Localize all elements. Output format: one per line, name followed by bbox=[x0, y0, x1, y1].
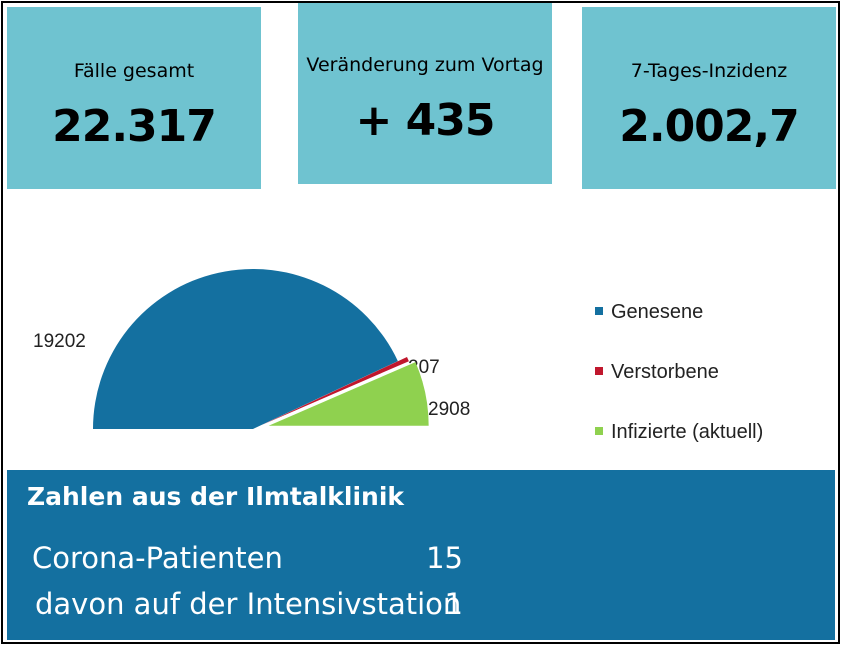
row-value: 15 bbox=[426, 541, 463, 575]
pie-data-label: 19202 bbox=[33, 331, 86, 352]
legend-label: Genesene bbox=[611, 301, 703, 323]
legend-swatch bbox=[595, 427, 603, 435]
legend-swatch bbox=[595, 307, 603, 315]
pie-slice-infizierte-aktuell bbox=[268, 362, 429, 426]
legend-swatch bbox=[595, 367, 603, 375]
tile-label: Fälle gesamt bbox=[73, 60, 195, 82]
tile-value: 22.317 bbox=[52, 101, 217, 152]
pie-data-label: 2908 bbox=[428, 399, 470, 420]
legend-label: Verstorbene bbox=[611, 361, 719, 383]
tile-value: 2.002,7 bbox=[619, 101, 800, 152]
row-label: Corona-Patienten bbox=[32, 541, 283, 575]
row-label: davon auf der Intensivstation bbox=[35, 587, 462, 621]
klinik-panel: Zahlen aus der Ilmtalklinik Corona-Patie… bbox=[7, 470, 835, 640]
tile-inzidenz: 7-Tages-Inzidenz 2.002,7 bbox=[582, 7, 836, 189]
tile-veraenderung: Veränderung zum Vortag + 435 bbox=[298, 3, 552, 184]
tile-label: 7-Tages-Inzidenz bbox=[630, 60, 788, 82]
tile-value: + 435 bbox=[355, 95, 495, 146]
tile-label: Veränderung zum Vortag bbox=[306, 54, 544, 76]
tile-faelle-gesamt: Fälle gesamt 22.317 bbox=[7, 7, 261, 189]
legend-label: Infizierte (aktuell) bbox=[611, 421, 763, 443]
pie-slice-genesene bbox=[93, 268, 398, 429]
half-pie-chart: 192022072908GeneseneVerstorbeneInfiziert… bbox=[33, 268, 763, 443]
klinik-heading: Zahlen aus der Ilmtalklinik bbox=[27, 482, 405, 511]
pie-slice-verstorbene bbox=[262, 356, 409, 425]
row-value: 1 bbox=[444, 587, 463, 621]
